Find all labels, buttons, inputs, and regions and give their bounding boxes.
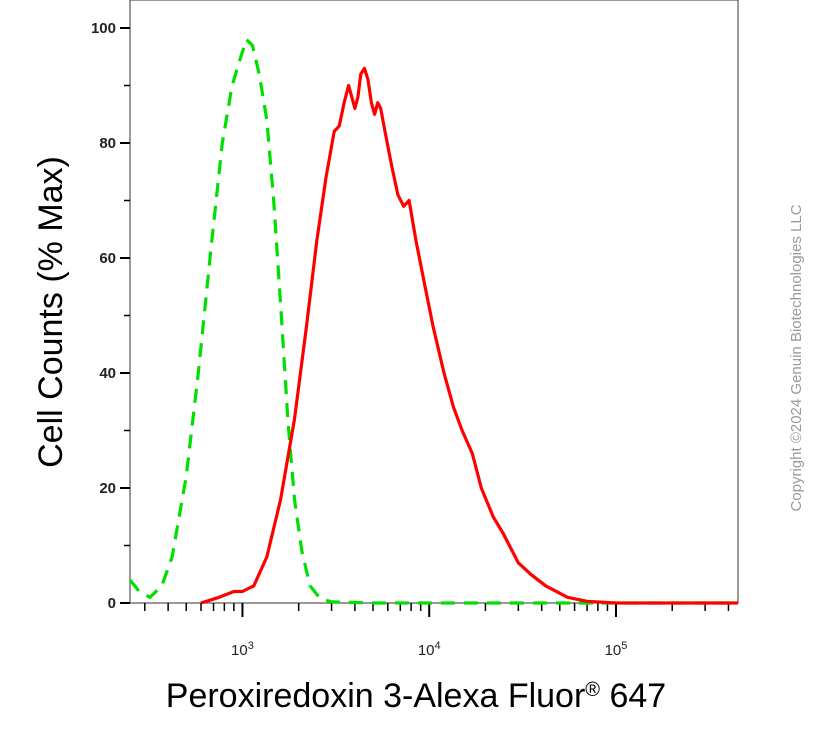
x-tick-label: 105	[605, 640, 628, 659]
x-tick-base: 10	[605, 642, 622, 659]
y-tick-label: 20	[99, 480, 116, 497]
x-tick-exponent: 3	[248, 640, 254, 652]
y-tick-label: 40	[99, 365, 116, 382]
y-axis: 0 20 40 60 80 100	[91, 20, 130, 612]
x-tick-exponent: 4	[435, 640, 441, 652]
plot-frame	[129, 0, 739, 604]
x-axis-title-suffix: 647	[600, 677, 666, 715]
x-tick-base: 10	[418, 642, 435, 659]
series-group	[128, 37, 738, 605]
x-tick-label: 104	[418, 640, 441, 659]
y-axis-title: Cell Counts (% Max)	[32, 156, 70, 468]
x-tick-label: 103	[231, 640, 254, 659]
x-tick-base: 10	[231, 642, 248, 659]
y-tick-label: 60	[99, 250, 116, 267]
x-axis-title: Peroxiredoxin 3-Alexa Fluor® 647	[166, 677, 666, 715]
x-axis-title-superscript: ®	[585, 679, 600, 701]
x-axis: 103 104 105	[144, 603, 730, 659]
control-histogram-line	[128, 37, 738, 605]
y-tick-label: 100	[91, 20, 116, 37]
sample-histogram-line	[200, 66, 738, 605]
copyright-watermark: Copyright ©2024 Genuin Biotechnologies L…	[788, 204, 805, 511]
y-tick-label: 0	[108, 595, 116, 612]
y-tick-label: 80	[99, 135, 116, 152]
plot-border	[129, 0, 739, 604]
x-tick-exponent: 5	[621, 640, 627, 652]
x-axis-title-text: Peroxiredoxin 3-Alexa Fluor	[166, 677, 586, 715]
